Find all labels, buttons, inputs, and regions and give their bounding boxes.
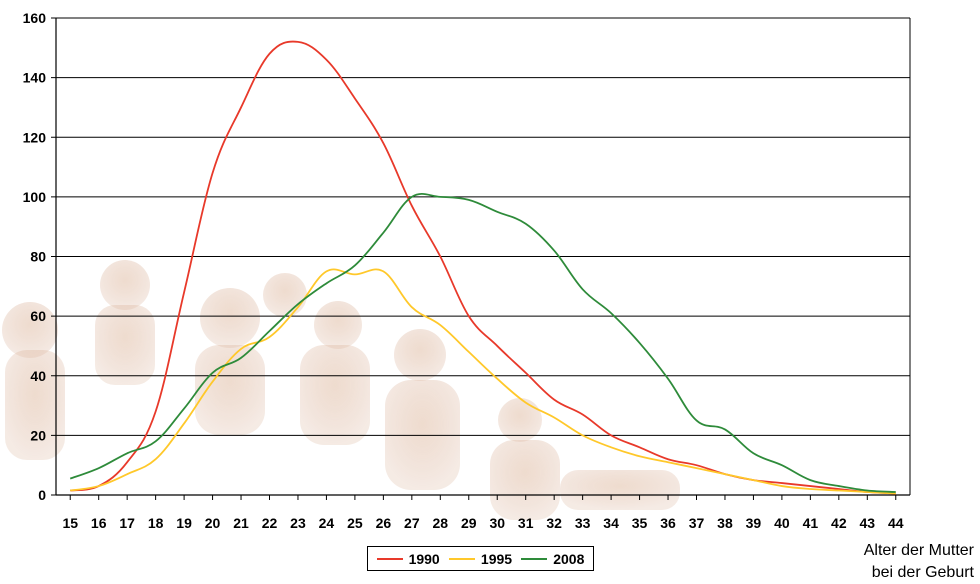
x-tick-label: 17: [119, 515, 135, 531]
y-tick-label: 60: [30, 308, 46, 324]
x-tick-label: 37: [689, 515, 705, 531]
y-tick-label: 120: [23, 129, 47, 145]
x-tick-label: 33: [575, 515, 591, 531]
legend-item-2008: 2008: [521, 551, 584, 567]
y-tick-label: 80: [30, 249, 46, 265]
y-axis-tick-labels: 0 20 40 60 80 100 120 140 160: [23, 10, 47, 503]
x-tick-label: 16: [91, 515, 107, 531]
y-tick-label: 160: [23, 10, 47, 26]
x-tick-label: 29: [461, 515, 477, 531]
series-line-1995: [70, 268, 896, 495]
x-tick-label: 22: [262, 515, 278, 531]
y-tick-label: 0: [38, 487, 46, 503]
x-tick-label: 30: [489, 515, 505, 531]
x-tick-label: 44: [888, 515, 904, 531]
x-tick-label: 28: [433, 515, 449, 531]
legend-item-1990: 1990: [376, 550, 440, 567]
legend-item-1995: 1995: [448, 550, 513, 567]
x-tick-label: 27: [404, 515, 420, 531]
series-line-1990: [70, 40, 896, 495]
legend-swatch: [521, 557, 548, 560]
legend-label: 1990: [408, 550, 440, 567]
legend-label: 2008: [553, 550, 585, 567]
x-tick-label: 39: [746, 515, 762, 531]
x-axis-title-line-1: Alter der Mutter: [863, 542, 974, 559]
x-tick-label: 24: [319, 515, 335, 531]
legend-swatch: [448, 557, 475, 560]
series-line-2008: [69, 193, 896, 493]
background-people-artwork: [2, 260, 680, 520]
legend: 1990 1995 2008: [367, 546, 594, 571]
x-tick-label: 31: [518, 515, 534, 531]
x-tick-label: 23: [290, 515, 306, 531]
x-tick-label: 26: [376, 515, 392, 531]
grid-lines: [56, 17, 910, 436]
x-tick-label: 41: [803, 515, 819, 531]
x-axis-title-line-2: bei der Geburt: [871, 564, 974, 581]
x-tick-label: 36: [660, 515, 676, 531]
x-tick-label: 40: [774, 515, 790, 531]
x-tick-label: 35: [632, 515, 648, 531]
x-tick-label: 38: [717, 515, 733, 531]
y-tick-label: 20: [30, 427, 46, 443]
axes: [51, 17, 911, 500]
legend-swatch: [376, 557, 403, 560]
y-tick-label: 100: [23, 189, 47, 205]
x-tick-label: 20: [205, 515, 221, 531]
x-axis-title: Alter der Mutter bei der Geburt: [864, 540, 974, 584]
x-tick-label: 34: [603, 515, 619, 531]
legend-label: 1995: [480, 550, 513, 567]
y-tick-label: 140: [23, 70, 47, 86]
series-lines: [69, 40, 896, 495]
x-tick-label: 15: [62, 515, 78, 531]
y-tick-label: 40: [30, 368, 46, 384]
x-tick-label: 42: [831, 515, 847, 531]
x-tick-label: 19: [176, 515, 192, 531]
x-tick-label: 18: [148, 515, 164, 531]
x-tick-label: 32: [546, 515, 562, 531]
x-tick-label: 25: [347, 515, 363, 531]
x-tick-label: 43: [860, 515, 876, 531]
x-tick-label: 21: [233, 515, 249, 531]
x-axis-tick-labels: 15 16 17 18 19 20 21 22 23 24 25 26 27 28 29 30 31 32 33 34…: [62, 515, 903, 531]
